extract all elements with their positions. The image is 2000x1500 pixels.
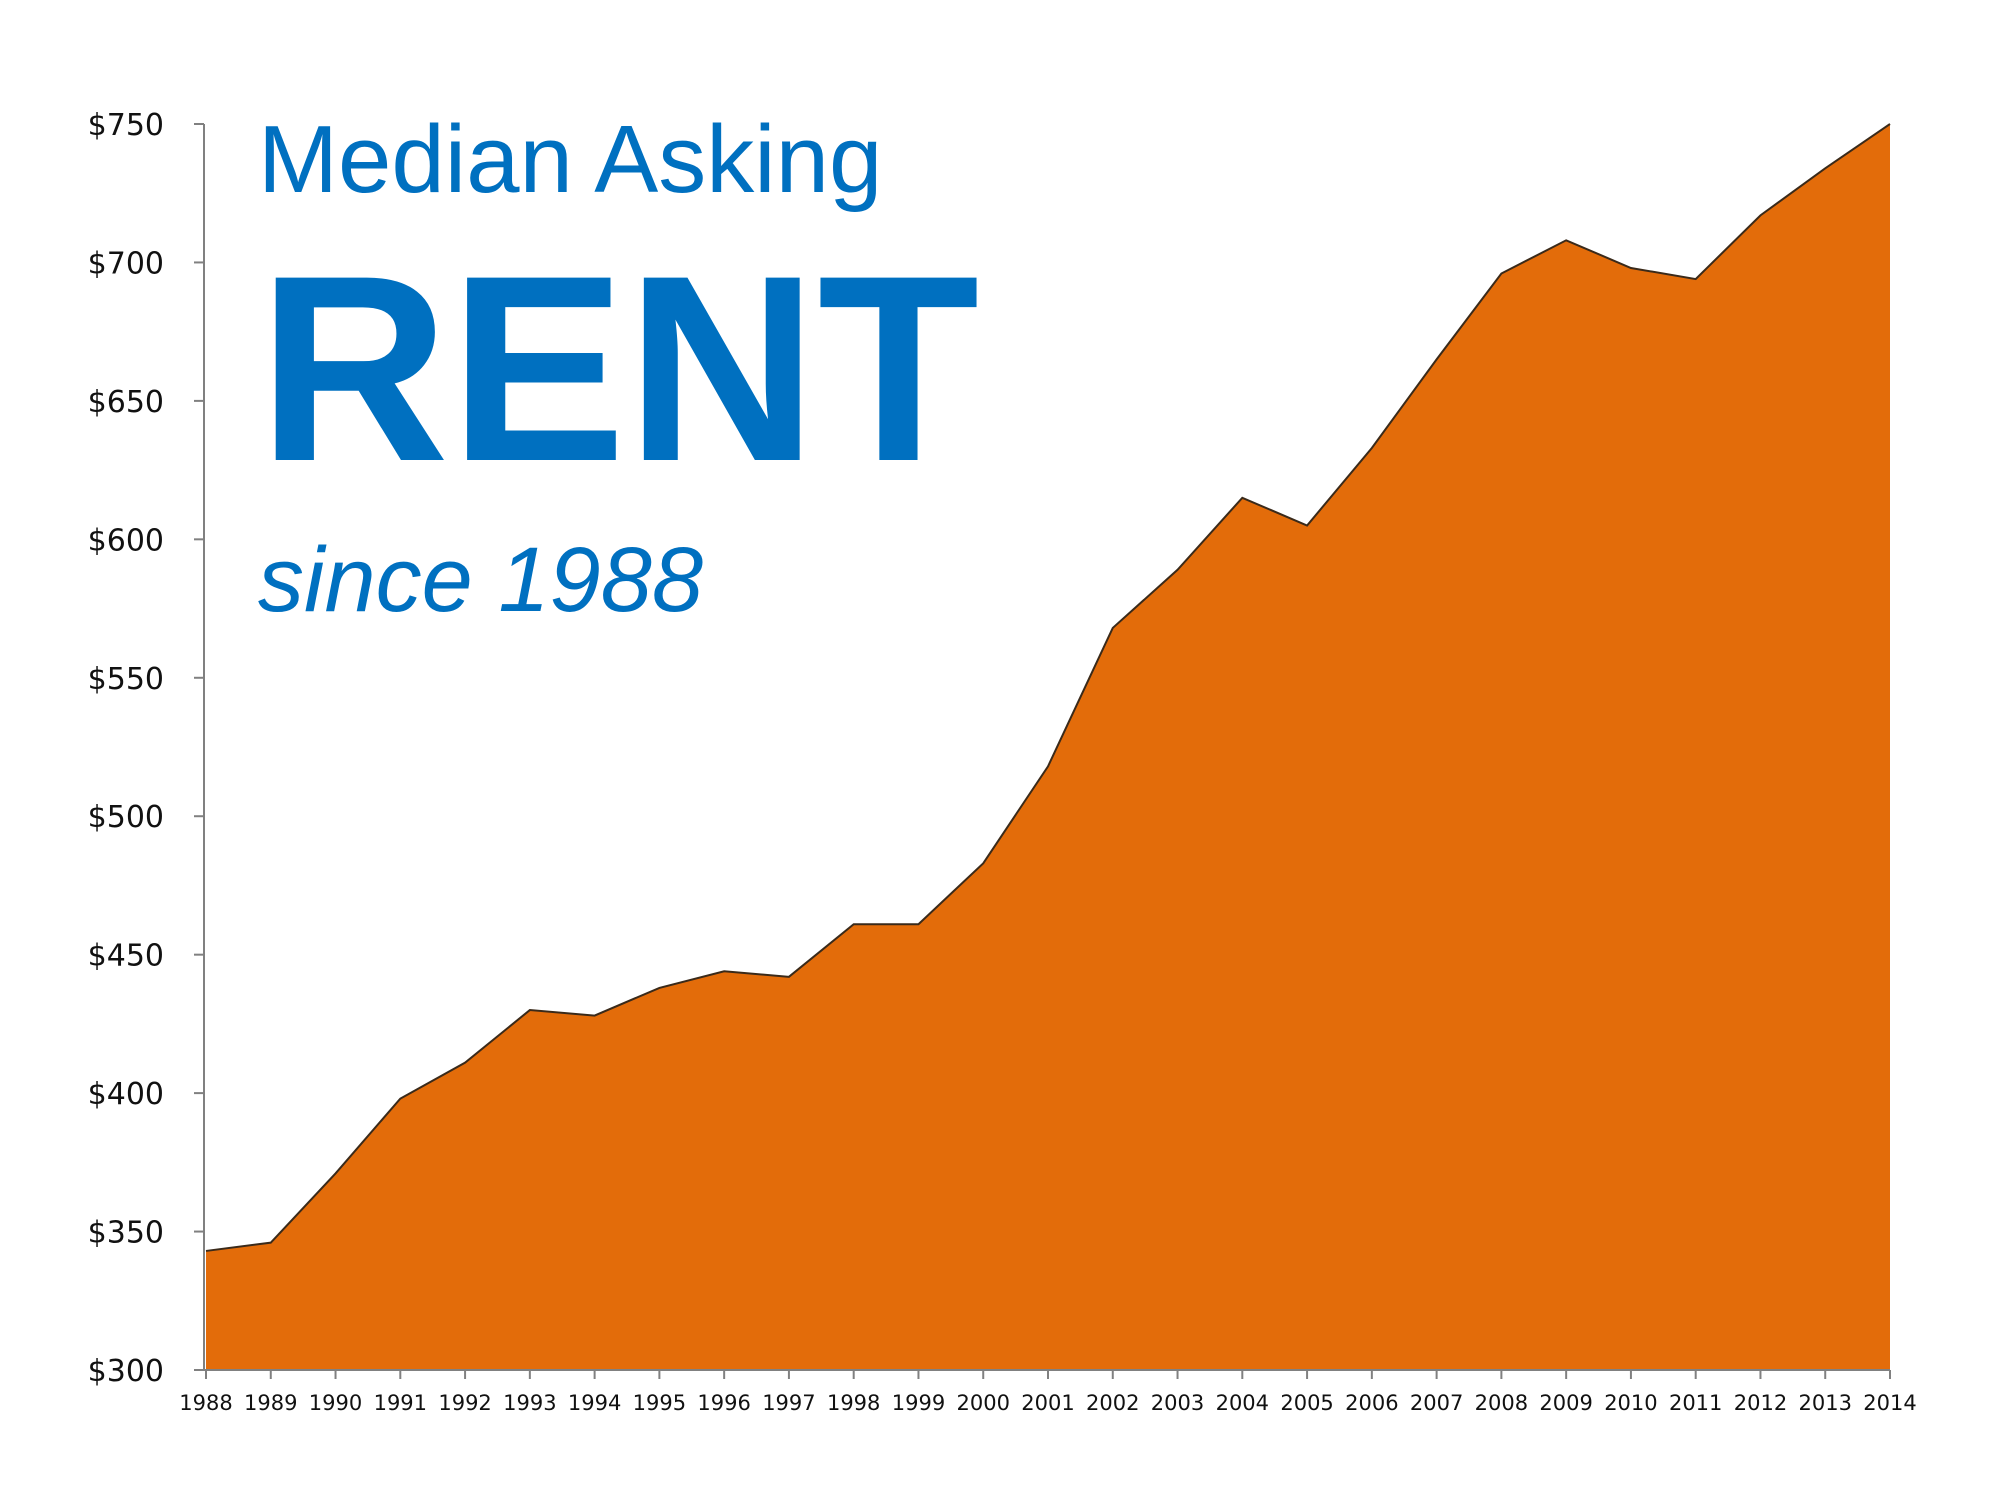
x-tick-label: 1988 [179,1391,232,1415]
x-tick-label: 2014 [1863,1391,1916,1415]
x-tick-label: 1992 [438,1391,491,1415]
y-tick-label: $650 [88,385,164,420]
x-tick-label: 2002 [1086,1391,1139,1415]
y-tick-label: $450 [88,939,164,974]
x-tick-label: 2011 [1669,1391,1722,1415]
title-line-since-1988: since 1988 [258,529,703,631]
x-tick-label: 1996 [697,1391,750,1415]
x-tick-label: 1999 [892,1391,945,1415]
title-line-median-asking: Median Asking [258,106,882,213]
y-tick-label: $700 [88,246,164,281]
x-tick-label: 1998 [827,1391,880,1415]
x-tick-label: 2010 [1604,1391,1657,1415]
x-tick-label: 2008 [1475,1391,1528,1415]
chart-title: Median Asking RENT since 1988 [258,106,979,631]
x-tick-label: 1989 [244,1391,297,1415]
x-tick-label: 2012 [1734,1391,1787,1415]
area-layer [205,123,1891,1370]
x-tick-label: 1993 [503,1391,556,1415]
x-tick-label: 2013 [1799,1391,1852,1415]
y-tick-label: $500 [88,800,164,835]
x-tick-label: 1997 [762,1391,815,1415]
x-tick-labels: 1988 1989 1990 1991 1992 1993 1994 1995 1996 1997… [179,1370,1917,1415]
x-tick-label: 1995 [633,1391,686,1415]
x-tick-label: 1990 [309,1391,362,1415]
y-tick-label: $350 [88,1216,164,1251]
x-tick-label: 2000 [957,1391,1010,1415]
x-tick-label: 2007 [1410,1391,1463,1415]
y-tick-labels: $300 $350 $400 $450 $500 $550 $600 $650 $700 $750 [88,108,204,1389]
x-tick-label: 2004 [1216,1391,1269,1415]
rent-area-edge [205,123,1891,1252]
y-tick-label: $600 [88,523,164,558]
x-tick-label: 2005 [1280,1391,1333,1415]
y-tick-label: $550 [88,662,164,697]
x-tick-label: 1991 [374,1391,427,1415]
y-tick-label: $750 [88,108,164,143]
x-tick-label: 2001 [1021,1391,1074,1415]
title-line-rent: RENT [258,221,979,517]
x-tick-label: 2009 [1539,1391,1592,1415]
y-tick-label: $300 [88,1354,164,1389]
x-tick-label: 1994 [568,1391,621,1415]
y-tick-label: $400 [88,1077,164,1112]
rent-area [206,124,1890,1370]
x-tick-label: 2006 [1345,1391,1398,1415]
x-tick-label: 2003 [1151,1391,1204,1415]
